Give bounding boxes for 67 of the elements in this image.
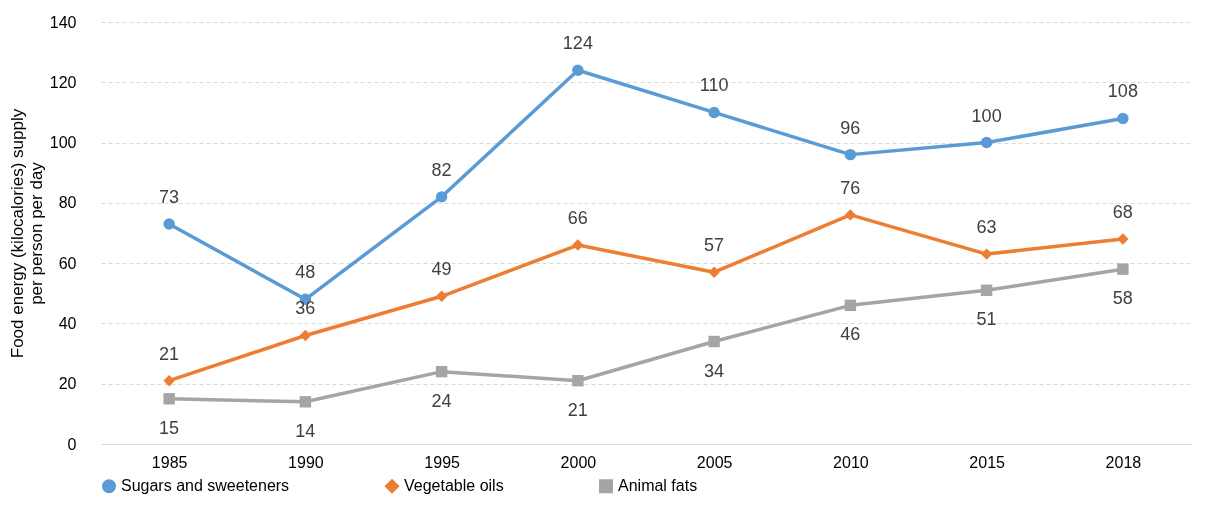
point [299,396,312,408]
data-label: 82 [431,159,452,180]
point [980,248,993,260]
point [1117,112,1129,125]
data-label: 124 [562,33,593,54]
y-tick-label: 140 [49,13,77,31]
data-label: 49 [431,259,452,280]
y-tick-label: 20 [58,375,77,393]
point [299,329,312,342]
data-label: 48 [295,262,316,283]
point [572,375,584,387]
point [1117,233,1129,245]
data-label: 110 [699,75,729,96]
data-label: 21 [567,399,588,420]
x-tick-label: 1995 [424,453,461,471]
data-label: 76 [840,177,861,198]
y-tick-label: 40 [58,314,77,332]
data-label: 34 [704,360,725,381]
y-axis-title: Food energy (kilocalories) supply per person per day [7,108,46,359]
point [980,136,993,149]
point [980,284,993,296]
data-label: 73 [159,186,180,207]
data-label: 14 [295,420,316,441]
data-label: 100 [971,105,1002,126]
legend-label: Vegetable oils [404,477,504,495]
point [572,239,584,251]
data-label: 24 [431,390,452,411]
x-tick-label: 2015 [969,453,1006,471]
point [708,335,720,348]
data-label: 108 [1107,81,1138,102]
point [844,299,857,312]
x-tick-label: 1985 [151,453,188,471]
point [435,365,448,378]
data-label: 66 [567,208,588,229]
point [163,218,175,230]
y-tick-label: 60 [58,254,77,272]
y-tick-label: 80 [58,194,77,212]
point [708,266,720,278]
data-label: 96 [840,117,861,138]
data-label: 21 [159,343,180,364]
point [844,148,857,161]
point [435,290,448,302]
x-tick-label: 2000 [560,453,597,471]
data-label: 58 [1112,288,1133,309]
data-label: 63 [976,217,997,238]
point [435,191,448,203]
y-tick-label: 100 [49,134,77,152]
data-label: 51 [976,309,997,330]
legend-label: Sugars and sweeteners [121,477,290,495]
legend-label: Animal fats [618,477,698,495]
y-tick-label: 120 [49,73,77,91]
x-tick-label: 2010 [833,453,869,471]
data-label: 68 [1112,202,1133,223]
point [163,393,175,405]
data-label: 46 [840,324,861,345]
point [163,375,175,387]
data-label: 36 [295,298,316,319]
data-label: 57 [704,235,725,256]
point [1117,263,1129,275]
y-tick-label: 0 [67,435,77,453]
x-tick-label: 2018 [1105,453,1142,471]
point [572,64,584,76]
data-label: 15 [159,417,180,438]
x-tick-label: 2005 [696,453,733,471]
x-tick-label: 1990 [288,453,324,471]
point [708,106,720,119]
point [844,209,857,221]
